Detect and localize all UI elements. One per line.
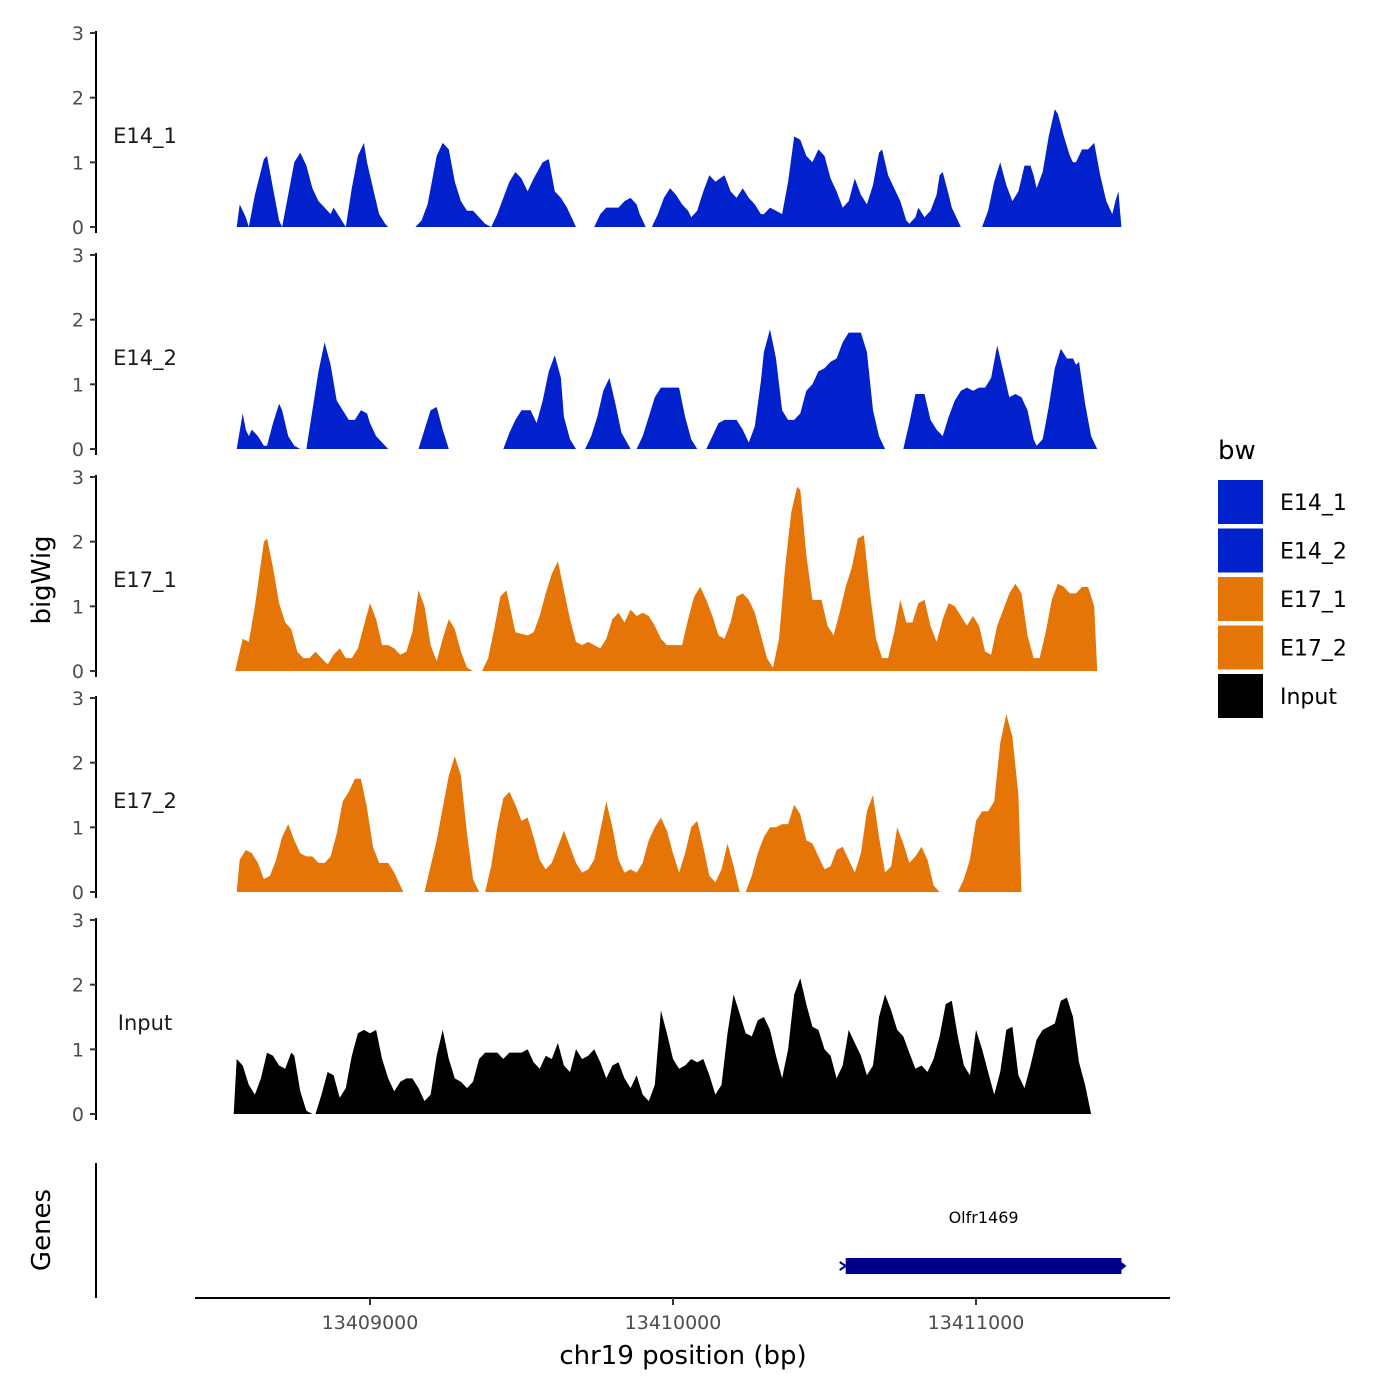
coverage-area-e14-2 [418, 407, 449, 449]
x-tick-label: 13410000 [625, 1312, 722, 1334]
coverage-area-e17-1 [482, 486, 1098, 671]
legend-swatch-e14-2 [1218, 528, 1263, 573]
legend-title: bw [1218, 436, 1256, 466]
legend-label: E14_1 [1280, 491, 1347, 516]
legend-label: E17_2 [1280, 637, 1347, 662]
coverage-area-e14-2 [503, 355, 576, 449]
track-label: E17_1 [113, 568, 177, 593]
coverage-area-e14-1 [594, 197, 646, 227]
gene-bar [845, 1258, 1122, 1274]
tracks-layer: 0 1 2 3 E14_1 0 1 2 3 E14_2 0 1 2 3 E17_1 0 1 2 3 E17_2 0 1 2 3… [72, 23, 1122, 1126]
coverage-area-e17-2 [424, 756, 480, 892]
legend-swatch-e17-2 [1218, 625, 1263, 670]
coverage-area-e17-2 [745, 795, 940, 892]
y-tick-label: 0 [72, 661, 84, 683]
track-label: E14_1 [113, 124, 177, 149]
track-label: E17_2 [113, 789, 177, 814]
coverage-area-e17-2 [236, 778, 404, 892]
y-tick-label: 2 [72, 532, 84, 554]
y-tick-label: 0 [72, 439, 84, 461]
y-tick-label: 3 [72, 467, 84, 489]
gene-label: Olfr1469 [949, 1208, 1019, 1227]
y-tick-label: 3 [72, 910, 84, 932]
coverage-area-e14-2 [706, 329, 886, 449]
genes-track-title: Genes [27, 1189, 57, 1271]
x-axis: chr19 position (bp) 13409000 13410000 1341… [195, 1297, 1170, 1371]
x-axis-title: chr19 position (bp) [559, 1341, 806, 1371]
y-axis-title: bigWig [27, 535, 57, 624]
coverage-area-e14-2 [903, 345, 1098, 449]
legend-label: E17_1 [1280, 588, 1347, 613]
track-label: Input [118, 1011, 172, 1035]
track-e14-1: 0 1 2 3 E14_1 [72, 23, 1122, 239]
y-tick-label: 2 [72, 975, 84, 997]
coverage-area-e17-1 [235, 538, 473, 671]
legend-label: Input [1280, 685, 1337, 710]
coverage-area-e14-2 [236, 403, 301, 449]
legend-label: E14_2 [1280, 540, 1347, 565]
coverage-area-e14-2 [636, 387, 698, 449]
coverage-area-input [315, 978, 1092, 1114]
track-e17-1: 0 1 2 3 E17_1 [72, 467, 1098, 683]
coverage-area-e14-1 [236, 142, 389, 227]
legend: bw E14_1 E14_2 E17_1 E17_2 Input [1218, 436, 1347, 718]
y-tick-label: 0 [72, 1104, 84, 1126]
y-tick-label: 0 [72, 217, 84, 239]
track-input: 0 1 2 3 Input [72, 910, 1092, 1126]
legend-swatch-input [1218, 674, 1263, 718]
legend-swatch-e14-1 [1218, 480, 1263, 524]
coverage-area-e14-2 [585, 377, 631, 449]
coverage-area-e14-2 [306, 342, 389, 449]
coverage-area-e17-2 [957, 714, 1022, 892]
y-tick-label: 3 [72, 688, 84, 710]
coverage-area-e17-2 [485, 791, 740, 892]
strand-end-icon [1121, 1262, 1127, 1270]
genes-track: Genes Olfr1469 [27, 1163, 1127, 1298]
y-tick-label: 2 [72, 88, 84, 110]
y-tick-label: 1 [72, 817, 84, 839]
coverage-area-input [233, 1052, 313, 1114]
strand-arrow-icon [839, 1261, 848, 1271]
y-tick-label: 3 [72, 23, 84, 45]
coverage-area-e14-1 [651, 136, 961, 227]
y-tick-label: 0 [72, 882, 84, 904]
y-tick-label: 1 [72, 374, 84, 396]
y-tick-label: 3 [72, 245, 84, 267]
y-tick-label: 1 [72, 1039, 84, 1061]
track-label: E14_2 [113, 346, 177, 371]
y-tick-label: 2 [72, 753, 84, 775]
coverage-area-e14-1 [982, 109, 1122, 227]
y-tick-label: 1 [72, 152, 84, 174]
coverage-area-e14-1 [415, 142, 576, 227]
x-tick-label: 13411000 [928, 1312, 1025, 1334]
x-tick-label: 13409000 [322, 1312, 419, 1334]
track-e17-2: 0 1 2 3 E17_2 [72, 688, 1022, 904]
legend-swatch-e17-1 [1218, 577, 1263, 621]
track-e14-2: 0 1 2 3 E14_2 [72, 245, 1098, 461]
y-tick-label: 1 [72, 596, 84, 618]
y-tick-label: 2 [72, 310, 84, 332]
